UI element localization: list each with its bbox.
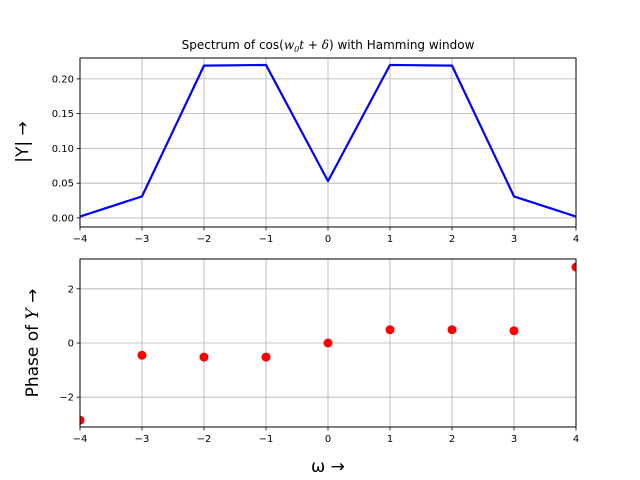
x-tick-label: 3 — [511, 434, 517, 445]
y-tick-label: 0.00 — [52, 213, 74, 224]
x-tick-label: 0 — [325, 434, 331, 445]
phase-points — [80, 262, 576, 425]
phase-point — [509, 326, 519, 336]
x-axis: −4 −3 −2 −1 0 1 2 3 4 — [73, 227, 579, 245]
phase-point — [571, 262, 576, 272]
phase-series — [80, 262, 576, 425]
phase-point — [385, 325, 395, 335]
y-axis: 0.00 0.05 0.10 0.15 0.20 — [52, 74, 80, 224]
y-tick-label: 0 — [68, 339, 74, 350]
x-tick-label: −3 — [135, 434, 150, 445]
y-tick-label: 0.05 — [52, 179, 74, 190]
x-tick-label: 1 — [387, 434, 393, 445]
x-tick-label: 2 — [449, 234, 455, 245]
y-axis-label: |Y| → — [13, 121, 33, 163]
x-tick-label: −3 — [135, 234, 150, 245]
x-tick-label: −2 — [197, 434, 212, 445]
x-tick-label: −2 — [197, 234, 212, 245]
x-tick-label: 4 — [573, 434, 579, 445]
x-tick-label: 0 — [325, 234, 331, 245]
y-axis: −2 0 2 — [59, 284, 80, 404]
y-tick-label: 0.20 — [52, 74, 74, 85]
y-tick-label: 0.15 — [52, 109, 74, 120]
phase-point — [137, 350, 147, 360]
phase-point — [447, 325, 457, 335]
phase-point — [199, 352, 209, 362]
x-tick-label: −1 — [259, 234, 274, 245]
magnitude-series — [79, 63, 577, 218]
phase-point — [261, 352, 271, 362]
x-tick-label: −1 — [259, 434, 274, 445]
grid-lines — [79, 58, 577, 227]
y-axis-label: Phase of Y → — [23, 289, 43, 398]
y-tick-label: 0.10 — [52, 144, 74, 155]
x-tick-label: 3 — [511, 234, 517, 245]
x-tick-label: 4 — [573, 234, 579, 245]
phase-chart: −4 −3 −2 −1 0 1 2 3 4 −2 0 2 Phase of Y → ω → — [23, 258, 579, 477]
x-tick-label: 2 — [449, 434, 455, 445]
x-tick-label: 1 — [387, 234, 393, 245]
phase-point — [80, 415, 85, 425]
y-tick-label: 2 — [68, 284, 74, 295]
x-axis: −4 −3 −2 −1 0 1 2 3 4 — [73, 427, 579, 445]
magnitude-chart: Spectrum of cos(w0t + δ) with Hamming wi… — [13, 38, 579, 245]
y-tick-label: −2 — [59, 393, 74, 404]
x-tick-label: −4 — [73, 434, 88, 445]
x-tick-label: −4 — [73, 234, 88, 245]
x-axis-label: ω → — [311, 457, 345, 477]
magnitude-line — [79, 63, 577, 218]
phase-point — [323, 338, 333, 348]
chart-title: Spectrum of cos(w0t + δ) with Hamming wi… — [182, 38, 475, 54]
